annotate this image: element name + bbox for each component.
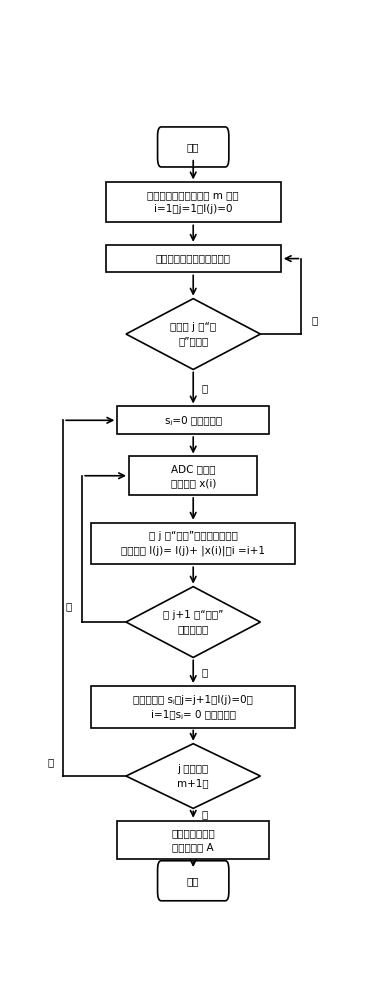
FancyBboxPatch shape <box>129 456 257 495</box>
FancyBboxPatch shape <box>106 245 281 272</box>
FancyBboxPatch shape <box>91 686 296 728</box>
Text: 否: 否 <box>311 315 317 325</box>
Text: j 是否大于
m+1？: j 是否大于 m+1？ <box>178 764 209 788</box>
FancyBboxPatch shape <box>117 406 269 434</box>
Text: 开启计时器、使能捕获功能: 开启计时器、使能捕获功能 <box>156 254 231 264</box>
Text: 是否第 j 个“周
期”开始？: 是否第 j 个“周 期”开始？ <box>170 322 216 346</box>
Text: 是: 是 <box>202 667 208 677</box>
Polygon shape <box>126 587 261 657</box>
Text: 读计数器值 sⱼ，j=j+1，I(j)=0，
i=1，sⱼ= 0 并开始计数: 读计数器值 sⱼ，j=j+1，I(j)=0， i=1，sⱼ= 0 并开始计数 <box>133 695 253 719</box>
Text: 校正平均计算，
得信号幅值 A: 校正平均计算， 得信号幅值 A <box>171 828 215 852</box>
Text: 第 j 个“周期”内信号的绝对值
累计计算 I(j)= I(j)+ |x(i)|，i =i+1: 第 j 个“周期”内信号的绝对值 累计计算 I(j)= I(j)+ |x(i)|… <box>121 531 265 556</box>
Text: 开始: 开始 <box>187 142 199 152</box>
FancyBboxPatch shape <box>106 182 281 222</box>
Text: 否: 否 <box>48 757 54 767</box>
Polygon shape <box>126 744 261 808</box>
Text: 接受上位机指令，获得 m 值，
i=1，j=1，I(j)=0: 接受上位机指令，获得 m 值， i=1，j=1，I(j)=0 <box>147 190 239 214</box>
FancyBboxPatch shape <box>158 127 229 167</box>
FancyBboxPatch shape <box>158 861 229 901</box>
Text: 结束: 结束 <box>187 876 199 886</box>
FancyBboxPatch shape <box>91 523 296 564</box>
Text: sⱼ=0 并开始计数: sⱼ=0 并开始计数 <box>165 415 222 425</box>
Text: 是: 是 <box>202 810 208 820</box>
Text: 是: 是 <box>202 383 208 393</box>
Text: ADC 采样，
得采样值 x(i): ADC 采样， 得采样值 x(i) <box>170 464 216 488</box>
Text: 第 j+1 个“周期”
是否开始？: 第 j+1 个“周期” 是否开始？ <box>163 610 224 634</box>
FancyBboxPatch shape <box>117 821 269 859</box>
Text: 否: 否 <box>66 602 72 612</box>
Polygon shape <box>126 299 261 369</box>
